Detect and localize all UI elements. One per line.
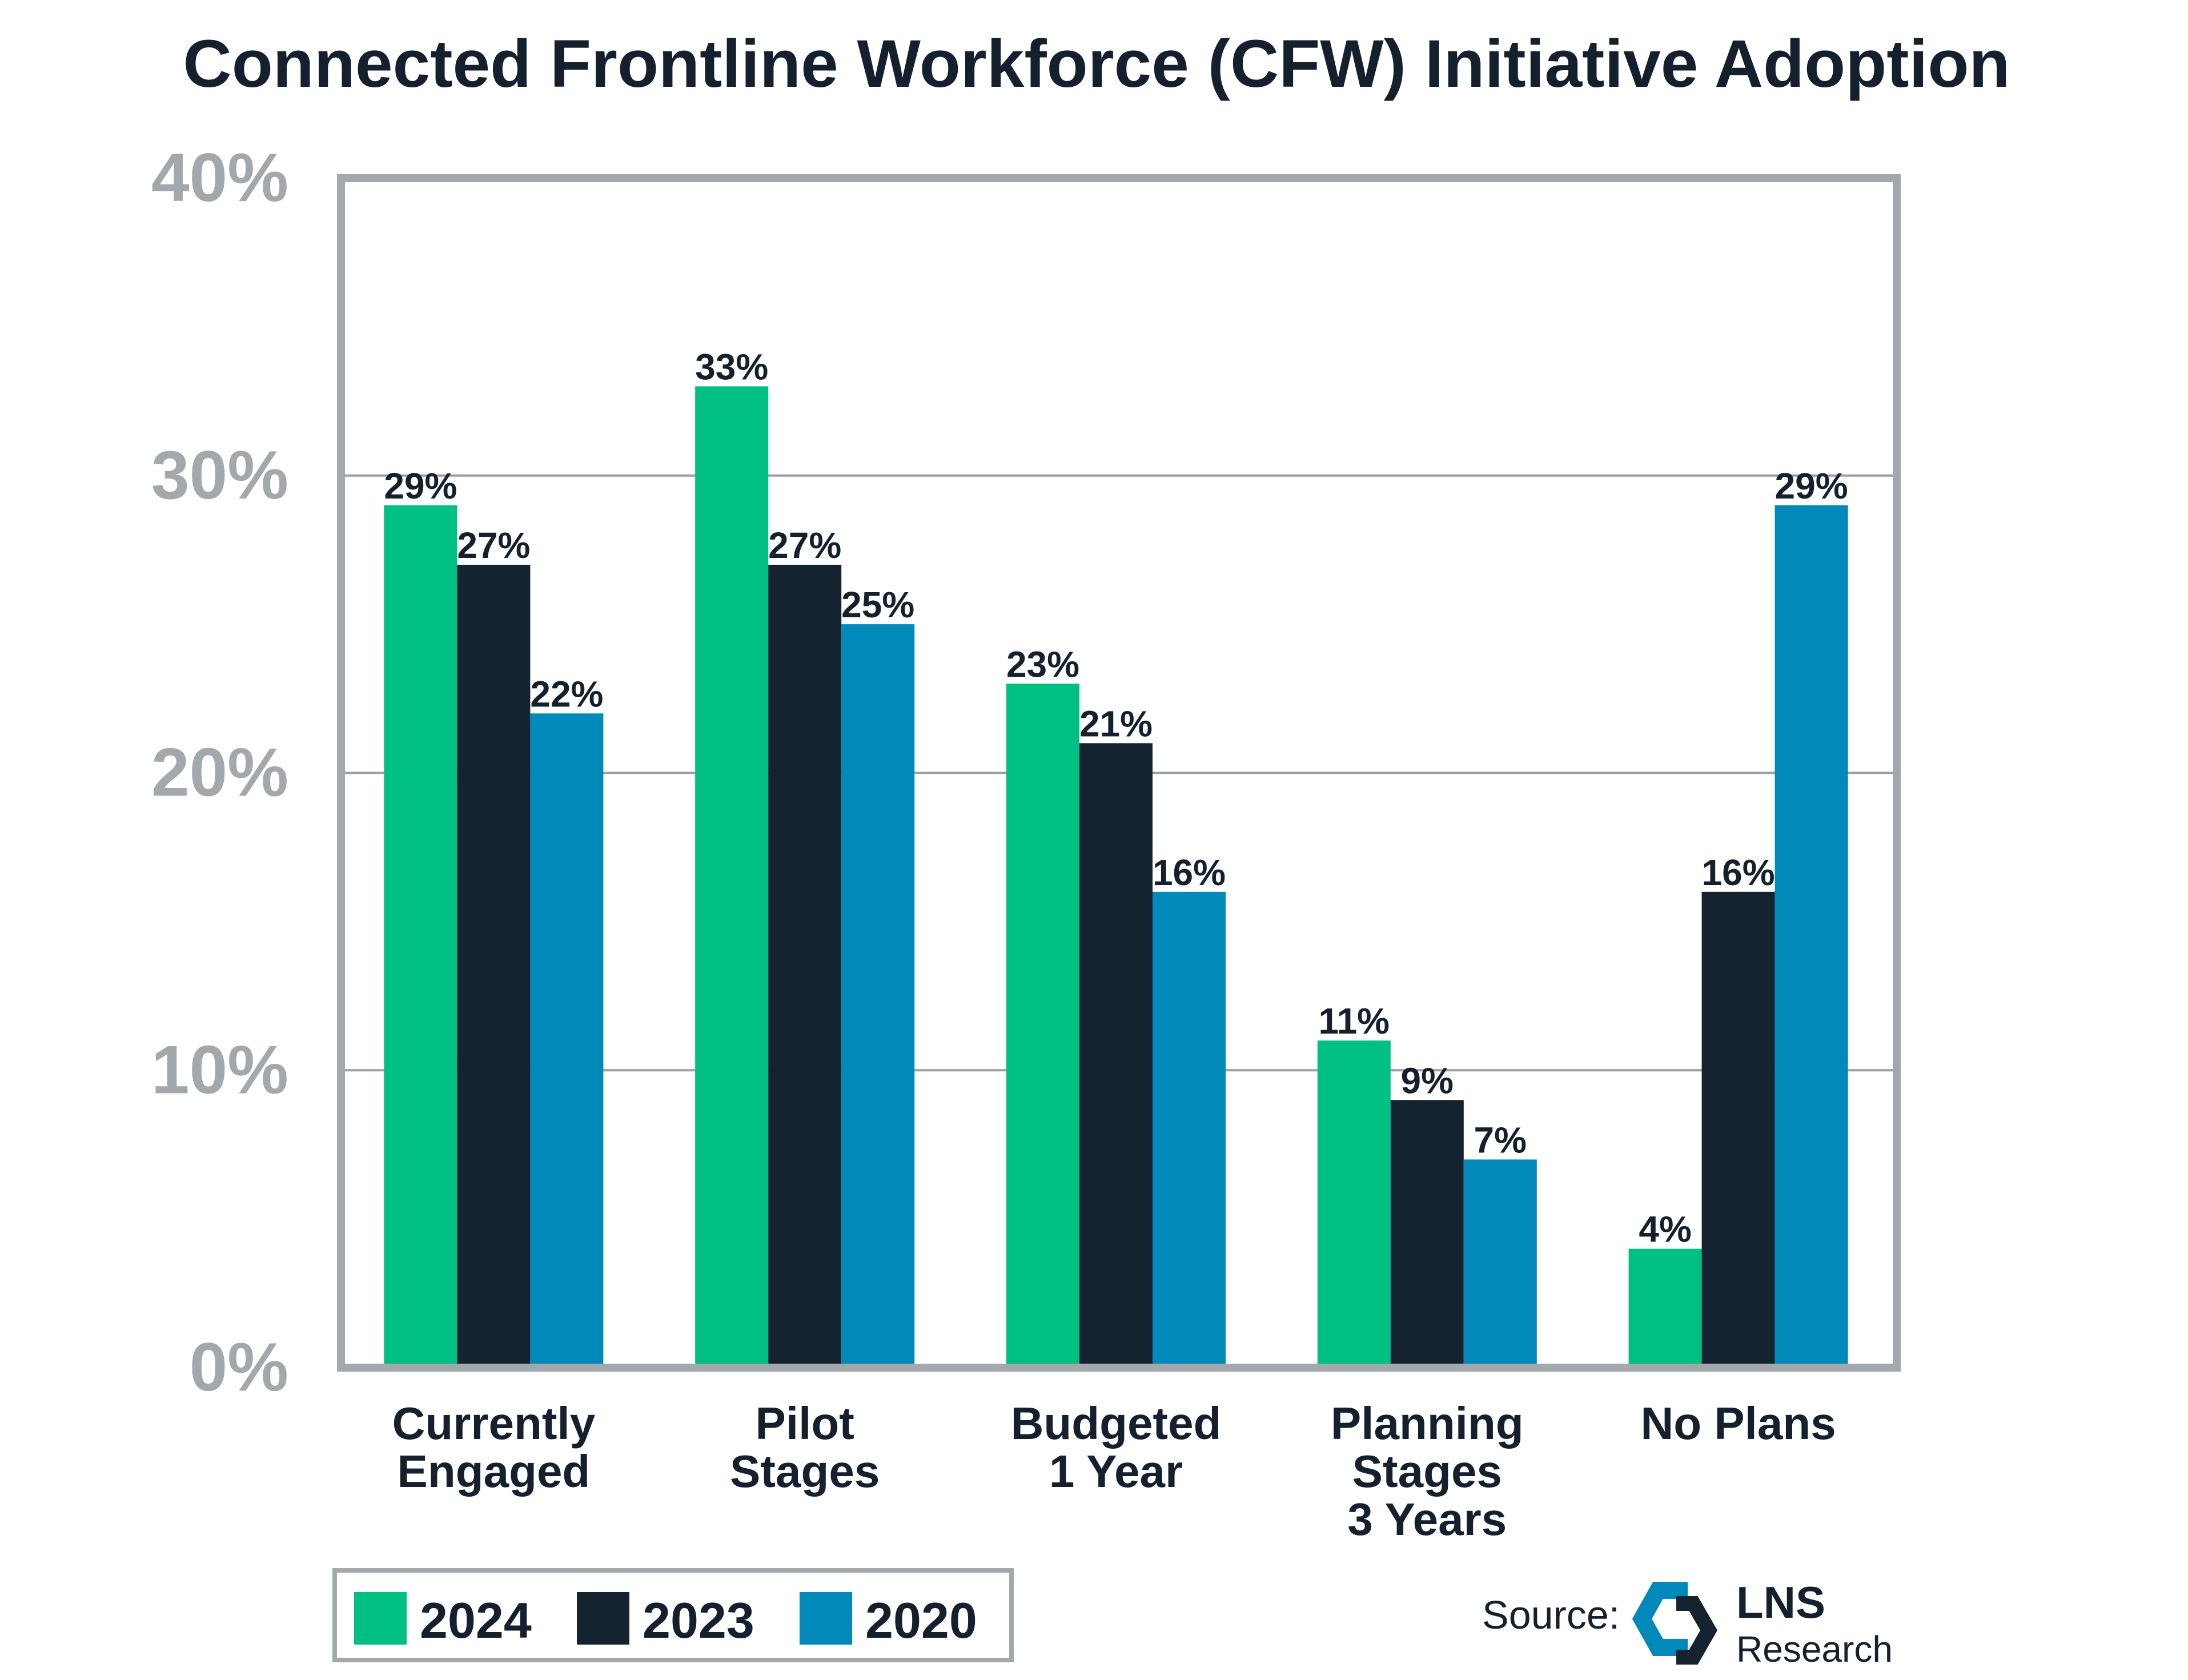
data-label: 29% bbox=[384, 465, 457, 507]
chart-title: Connected Frontline Workforce (CFW) Init… bbox=[183, 26, 2010, 102]
bar-2023 bbox=[1390, 1100, 1464, 1368]
category-label: Pilot bbox=[756, 1398, 854, 1449]
bars bbox=[384, 386, 1848, 1368]
data-label: 22% bbox=[530, 673, 603, 714]
bar-2024 bbox=[695, 386, 769, 1368]
y-axis-ticks: 0% 10% 20% 30% 40% bbox=[151, 139, 288, 1405]
y-tick-label: 10% bbox=[151, 1031, 288, 1108]
category-label: 3 Years bbox=[1347, 1494, 1507, 1545]
data-label: 27% bbox=[768, 525, 841, 566]
bar-2020 bbox=[1153, 891, 1226, 1368]
data-label: 27% bbox=[457, 525, 530, 566]
legend-label: 2020 bbox=[865, 1592, 977, 1649]
data-label: 7% bbox=[1474, 1119, 1527, 1160]
y-tick-label: 40% bbox=[151, 139, 288, 216]
category-label: Planning bbox=[1331, 1398, 1524, 1449]
data-label: 33% bbox=[695, 347, 768, 388]
data-label: 25% bbox=[841, 584, 914, 625]
source-label: Source: bbox=[1482, 1593, 1620, 1637]
y-tick-label: 30% bbox=[151, 437, 288, 513]
logo-subtitle: Research bbox=[1736, 1629, 1893, 1670]
category-label: Currently bbox=[392, 1398, 596, 1449]
bar-2020 bbox=[530, 713, 604, 1368]
category-label: Stages bbox=[1352, 1446, 1502, 1497]
bar-2020 bbox=[1463, 1159, 1537, 1368]
legend-swatch-2023 bbox=[577, 1592, 629, 1645]
data-label: 9% bbox=[1401, 1060, 1454, 1101]
category-label: No Plans bbox=[1640, 1398, 1836, 1449]
bar-2023 bbox=[768, 564, 842, 1368]
bar-2023 bbox=[457, 564, 531, 1368]
bar-2020 bbox=[1775, 505, 1848, 1368]
data-label: 4% bbox=[1639, 1209, 1692, 1250]
legend-swatch-2020 bbox=[800, 1592, 852, 1645]
data-label: 29% bbox=[1775, 465, 1848, 507]
bar-2024 bbox=[384, 505, 457, 1368]
legend-swatch-2024 bbox=[354, 1592, 407, 1645]
category-label: Engaged bbox=[397, 1446, 590, 1497]
data-label: 23% bbox=[1006, 644, 1079, 685]
data-labels: 29%27%22%33%27%25%23%21%16%11%9%7%4%16%2… bbox=[384, 347, 1848, 1250]
bar-2023 bbox=[1079, 743, 1153, 1368]
legend-label: 2024 bbox=[420, 1592, 532, 1649]
bar-2020 bbox=[841, 624, 915, 1368]
y-tick-label: 0% bbox=[190, 1329, 288, 1405]
lns-logo-icon bbox=[1632, 1582, 1717, 1665]
category-label: Stages bbox=[730, 1446, 880, 1497]
data-label: 11% bbox=[1319, 1000, 1390, 1042]
legend-label: 2023 bbox=[643, 1592, 754, 1649]
data-label: 21% bbox=[1079, 703, 1153, 744]
bar-2023 bbox=[1701, 891, 1775, 1368]
legend: 2024 2023 2020 bbox=[354, 1592, 977, 1649]
bar-2024 bbox=[1628, 1248, 1702, 1368]
bar-2024 bbox=[1006, 684, 1079, 1368]
y-tick-label: 20% bbox=[151, 734, 288, 811]
plot-frame bbox=[337, 174, 1901, 1372]
legend-box bbox=[332, 1568, 1014, 1662]
bar-2024 bbox=[1317, 1040, 1391, 1368]
category-label: 1 Year bbox=[1049, 1446, 1183, 1497]
data-label: 16% bbox=[1153, 852, 1226, 893]
data-label: 16% bbox=[1702, 852, 1775, 893]
category-label: Budgeted bbox=[1011, 1398, 1222, 1449]
logo-name: LNS bbox=[1736, 1577, 1825, 1627]
